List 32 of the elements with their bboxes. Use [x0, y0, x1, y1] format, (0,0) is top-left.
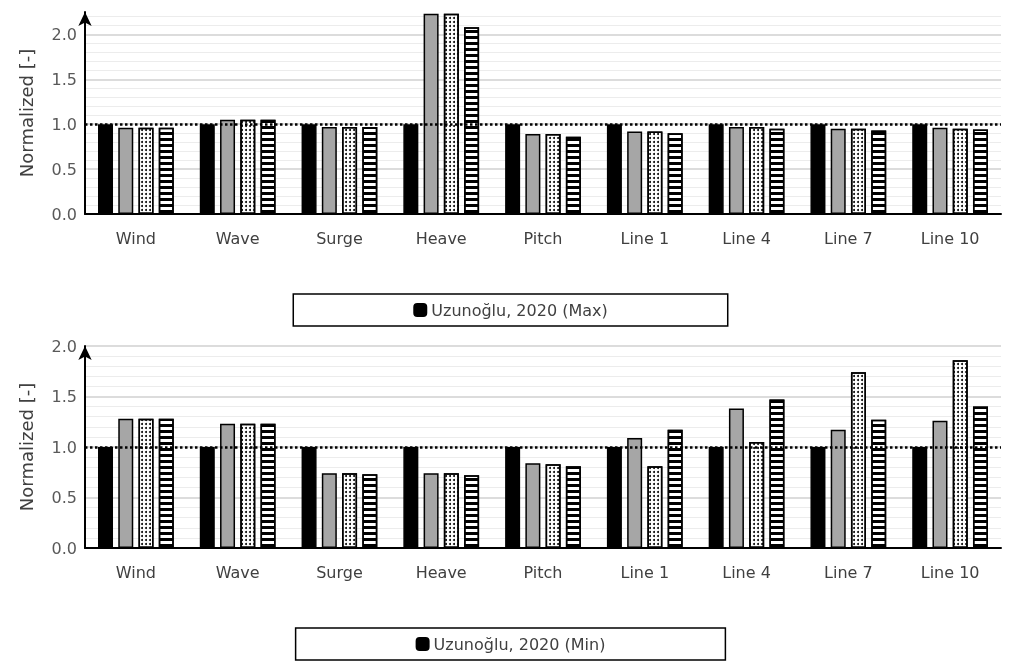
x-tick-label: Line 4	[722, 228, 771, 248]
y-tick-label: 1.0	[51, 437, 77, 457]
y-axis-title: Normalized [-]	[15, 382, 37, 512]
x-tick-label: Line 7	[824, 228, 873, 248]
legend-label: Uzunoğlu, 2020 (Max)	[431, 300, 608, 320]
y-tick-label: 1.5	[51, 69, 77, 89]
y-tick-label: 1.5	[51, 387, 77, 406]
y-tick-label: 1.0	[51, 114, 77, 134]
x-tick-label: Wind	[115, 562, 156, 582]
x-tick-label: Wave	[215, 562, 260, 582]
y-tick-label: 2.0	[51, 24, 77, 44]
x-tick-label: Heave	[415, 562, 467, 582]
y-axis-title: Normalized [-]	[15, 48, 37, 178]
x-tick-label: Line 7	[824, 562, 873, 582]
y-tick-label: 0.0	[51, 538, 77, 558]
x-tick-label: Pitch	[523, 228, 563, 248]
x-tick-label: Line 10	[920, 562, 980, 582]
x-tick-label: Wave	[215, 228, 260, 248]
x-tick-label: Surge	[316, 228, 363, 248]
x-tick-label: Wind	[115, 228, 156, 248]
x-tick-label: Surge	[316, 562, 363, 582]
x-tick-label: Line 4	[722, 562, 771, 582]
x-tick-label: Line 10	[920, 228, 980, 248]
y-tick-label: 0.5	[51, 159, 77, 179]
x-tick-label: Pitch	[523, 562, 563, 582]
x-tick-label: Heave	[415, 228, 467, 248]
x-tick-label: Line 1	[620, 228, 670, 248]
y-tick-label: 0.5	[51, 488, 77, 507]
y-tick-label: 2.0	[51, 336, 77, 356]
y-tick-label: 0.0	[51, 204, 77, 224]
x-tick-label: Line 1	[620, 562, 670, 582]
legend-label: Uzunoğlu, 2020 (Min)	[433, 634, 606, 654]
